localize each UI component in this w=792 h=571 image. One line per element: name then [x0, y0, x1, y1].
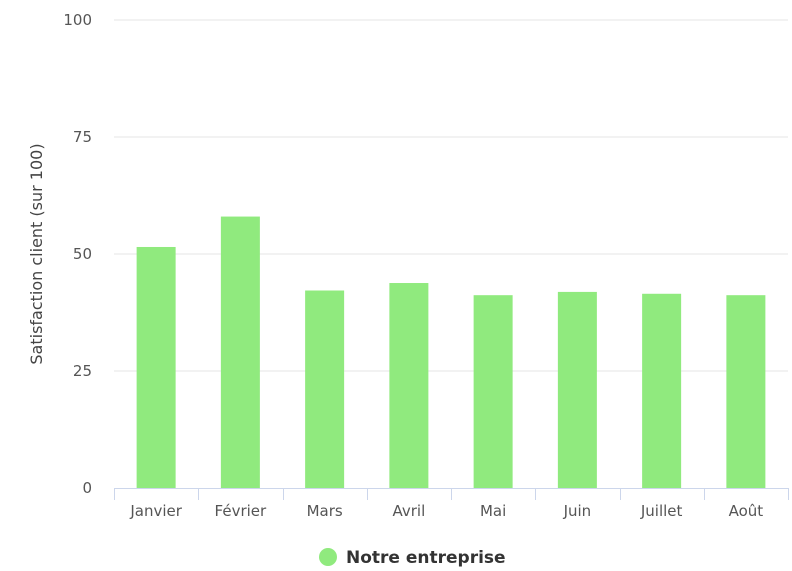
x-tick-label: Mai	[480, 502, 506, 520]
legend-marker-icon	[319, 548, 337, 566]
x-tick-label: Avril	[392, 502, 425, 520]
y-axis-ticks: 0 25 50 75 100	[63, 11, 92, 497]
bar[interactable]	[642, 293, 682, 488]
bar[interactable]	[389, 283, 429, 488]
bar[interactable]	[220, 216, 260, 488]
bar[interactable]	[305, 290, 345, 488]
bar[interactable]	[557, 291, 597, 488]
y-tick-label: 0	[82, 479, 92, 497]
x-tick-label: Janvier	[129, 502, 182, 520]
legend[interactable]: Notre entreprise	[319, 548, 506, 568]
x-tick-label: Juin	[563, 502, 592, 520]
bars	[136, 216, 766, 488]
y-tick-label: 50	[73, 245, 92, 263]
y-tick-label: 75	[73, 128, 92, 146]
y-axis-title: Satisfaction client (sur 100)	[27, 143, 46, 364]
x-axis: Janvier Février Mars Avril Mai Juin Juillet Aoû…	[114, 488, 789, 520]
x-tick-label: Juillet	[640, 502, 683, 520]
bar[interactable]	[136, 246, 176, 488]
legend-label: Notre entreprise	[346, 548, 506, 568]
y-tick-label: 25	[73, 362, 92, 380]
x-tick-label: Février	[215, 502, 267, 520]
grid-lines	[114, 19, 788, 372]
x-tick-label: Août	[729, 502, 764, 520]
bar[interactable]	[473, 295, 513, 488]
bar[interactable]	[726, 295, 766, 488]
y-tick-label: 100	[63, 11, 92, 29]
x-tick-label: Mars	[307, 502, 343, 520]
